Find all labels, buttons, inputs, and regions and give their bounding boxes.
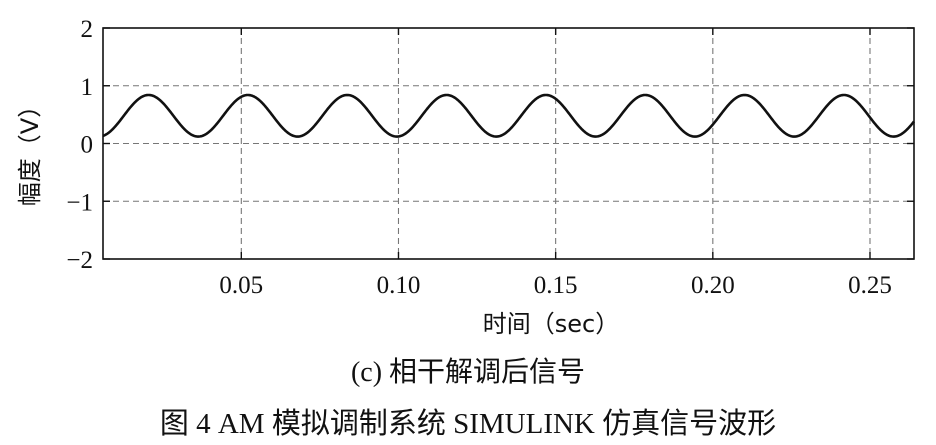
plot-frame [102,27,915,260]
subfigure-caption: (c) 相干解调后信号 [350,357,586,388]
x-tick-label: 0.05 [219,272,263,299]
y-tick-label: −1 [66,189,93,216]
chart-svg: 0.05 0.10 0.15 0.20 0.25 2 1 0 −1 −2 时间（sec） 幅度（V… [16,16,916,338]
figure-caption: 图 4 AM 模拟调制系统 SIMULINK 仿真信号波形 [159,408,777,440]
series-line [102,93,916,138]
tick-labels: 0.05 0.10 0.15 0.20 0.25 2 1 0 −1 −2 [66,16,891,299]
x-axis-label: 时间（sec） [483,310,619,338]
y-tick-label: 0 [81,132,94,159]
x-tick-label: 0.10 [377,272,421,299]
y-tick-label: −2 [66,247,93,274]
y-tick-label: 1 [81,74,94,101]
x-tick-label: 0.20 [691,272,735,299]
x-tick-label: 0.15 [534,272,578,299]
y-tick-label: 2 [81,16,94,43]
x-tick-label: 0.25 [848,272,892,299]
grid-lines [103,28,914,259]
y-axis-label: 幅度（V） [16,94,44,206]
